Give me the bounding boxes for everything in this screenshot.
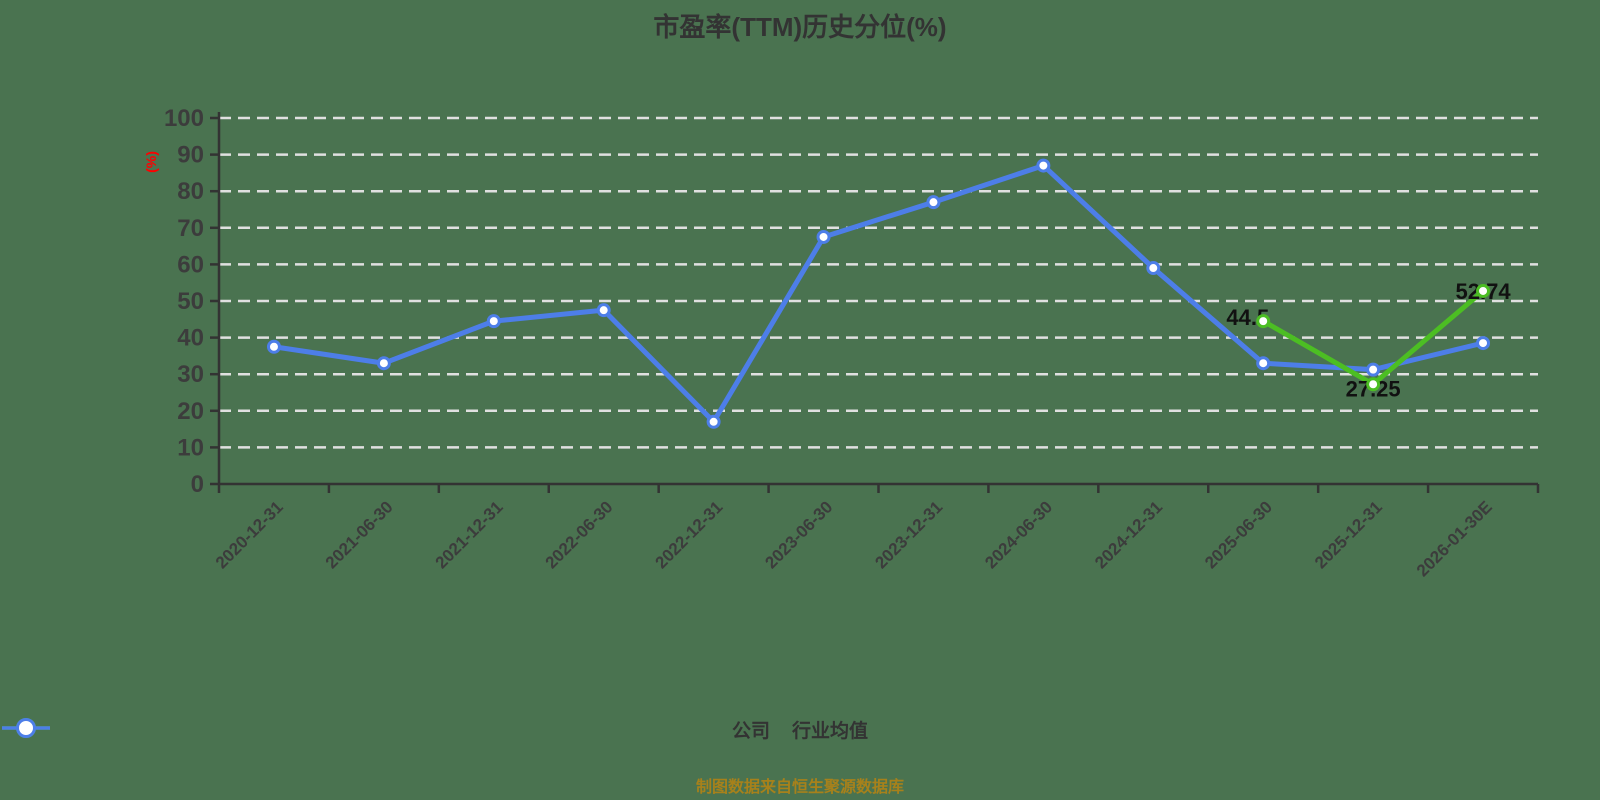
data-point-industry-average <box>706 414 721 429</box>
x-axis-label: 2025-12-31 <box>1311 497 1386 572</box>
y-axis-tick-label: 10 <box>177 434 204 461</box>
data-point-industry-average <box>1036 158 1051 173</box>
series-line-industry-average <box>271 163 1486 425</box>
x-axis-label: 2024-06-30 <box>981 497 1056 572</box>
legend-marker-industry-average-icon <box>2 718 50 738</box>
x-axis-label: 2023-06-30 <box>761 497 836 572</box>
y-axis-tick-label: 80 <box>177 178 204 205</box>
data-point-industry-average <box>596 303 611 318</box>
data-point-markers <box>266 158 1491 429</box>
data-point-industry-average <box>926 195 941 210</box>
y-axis-tick-label: 100 <box>164 105 204 132</box>
x-axis-label: 2026-01-30E <box>1413 497 1496 580</box>
legend-label: 行业均值 <box>792 721 869 742</box>
y-axis-tick-label: 20 <box>177 398 204 425</box>
chart-title: 市盈率(TTM)历史分位(%) <box>653 12 946 42</box>
legend: 公司 行业均值 <box>0 716 1600 743</box>
legend-item-industry-average[interactable]: 行业均值 <box>2 716 869 743</box>
y-axis-unit-label: (%) <box>143 151 159 173</box>
x-axis-label: 2021-12-31 <box>432 497 507 572</box>
x-axis-label: 2022-06-30 <box>542 497 617 572</box>
data-point-industry-average <box>1366 362 1381 377</box>
y-axis-tick-label: 40 <box>177 325 204 352</box>
x-axis-label: 2020-12-31 <box>212 497 287 572</box>
y-axis-tick-label: 50 <box>177 288 204 315</box>
x-axis-label: 2025-06-30 <box>1201 497 1276 572</box>
x-axis-label: 2023-12-31 <box>871 497 946 572</box>
data-point-industry-average <box>486 314 501 329</box>
x-axis-label: 2022-12-31 <box>652 497 727 572</box>
data-point-industry-average <box>1146 261 1161 276</box>
legend-circle <box>16 718 36 738</box>
axes: 0 10 20 30 40 50 60 70 80 90 100 2020-12-31 2021-06-… <box>164 105 1540 580</box>
legend-label: 公司 <box>731 721 770 742</box>
y-axis-tick-label: 0 <box>191 471 204 498</box>
y-axis-tick-label: 30 <box>177 361 204 388</box>
y-axis-tick-label: 70 <box>177 215 204 242</box>
data-point-industry-average <box>266 339 281 354</box>
y-axis-tick-label: 90 <box>177 142 204 169</box>
data-point-company <box>1476 283 1491 298</box>
data-point-industry-average <box>1476 336 1491 351</box>
data-point-industry-average <box>1256 356 1271 371</box>
data-point-industry-average <box>376 356 391 371</box>
series-lines <box>271 163 1486 425</box>
data-point-industry-average <box>816 229 831 244</box>
x-axis-label: 2024-12-31 <box>1091 497 1166 572</box>
x-axis-label: 2021-06-30 <box>322 497 397 572</box>
gridlines <box>219 116 1538 449</box>
data-source-footer: 制图数据来自恒生聚源数据库 <box>696 777 904 796</box>
legend-item-company[interactable]: 公司 <box>2 716 770 743</box>
y-axis-tick-label: 60 <box>177 251 204 278</box>
data-point-company <box>1256 314 1271 329</box>
data-point-company <box>1366 377 1381 392</box>
